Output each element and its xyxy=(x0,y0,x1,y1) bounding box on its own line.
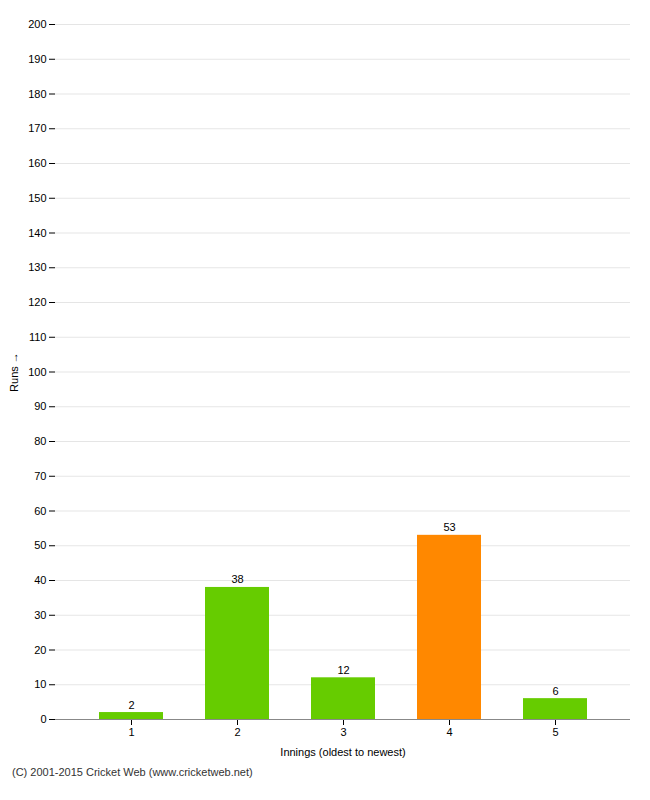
svg-text:200: 200 xyxy=(28,18,46,30)
svg-text:1: 1 xyxy=(128,726,134,738)
svg-text:10: 10 xyxy=(34,678,46,690)
svg-text:30: 30 xyxy=(34,609,46,621)
svg-text:60: 60 xyxy=(34,505,46,517)
svg-text:Innings (oldest to newest): Innings (oldest to newest) xyxy=(280,746,405,758)
svg-text:160: 160 xyxy=(28,157,46,169)
svg-text:2: 2 xyxy=(234,726,240,738)
svg-text:20: 20 xyxy=(34,644,46,656)
svg-text:140: 140 xyxy=(28,227,46,239)
svg-text:120: 120 xyxy=(28,296,46,308)
svg-text:70: 70 xyxy=(34,470,46,482)
svg-text:0: 0 xyxy=(40,713,46,725)
svg-text:2: 2 xyxy=(128,699,134,711)
svg-text:12: 12 xyxy=(337,664,349,676)
svg-text:3: 3 xyxy=(340,726,346,738)
svg-text:5: 5 xyxy=(552,726,558,738)
svg-text:40: 40 xyxy=(34,574,46,586)
svg-text:170: 170 xyxy=(28,122,46,134)
svg-text:130: 130 xyxy=(28,261,46,273)
svg-text:110: 110 xyxy=(29,331,47,343)
html-text:(C) 2001-2015 Cricket Web (www: (C) 2001-2015 Cricket Web (www.cricketwe… xyxy=(12,766,253,778)
svg-text:6: 6 xyxy=(552,685,558,697)
svg-text:80: 80 xyxy=(34,435,46,447)
svg-text:4: 4 xyxy=(446,726,452,738)
svg-text:50: 50 xyxy=(34,539,46,551)
svg-text:100: 100 xyxy=(28,366,46,378)
svg-text:190: 190 xyxy=(28,53,46,65)
svg-text:150: 150 xyxy=(28,192,46,204)
svg-text:180: 180 xyxy=(28,88,46,100)
svg-text:53: 53 xyxy=(443,521,455,533)
svg-text:38: 38 xyxy=(231,573,243,585)
svg-text:90: 90 xyxy=(34,400,46,412)
svg-text:Runs →: Runs → xyxy=(8,352,20,392)
